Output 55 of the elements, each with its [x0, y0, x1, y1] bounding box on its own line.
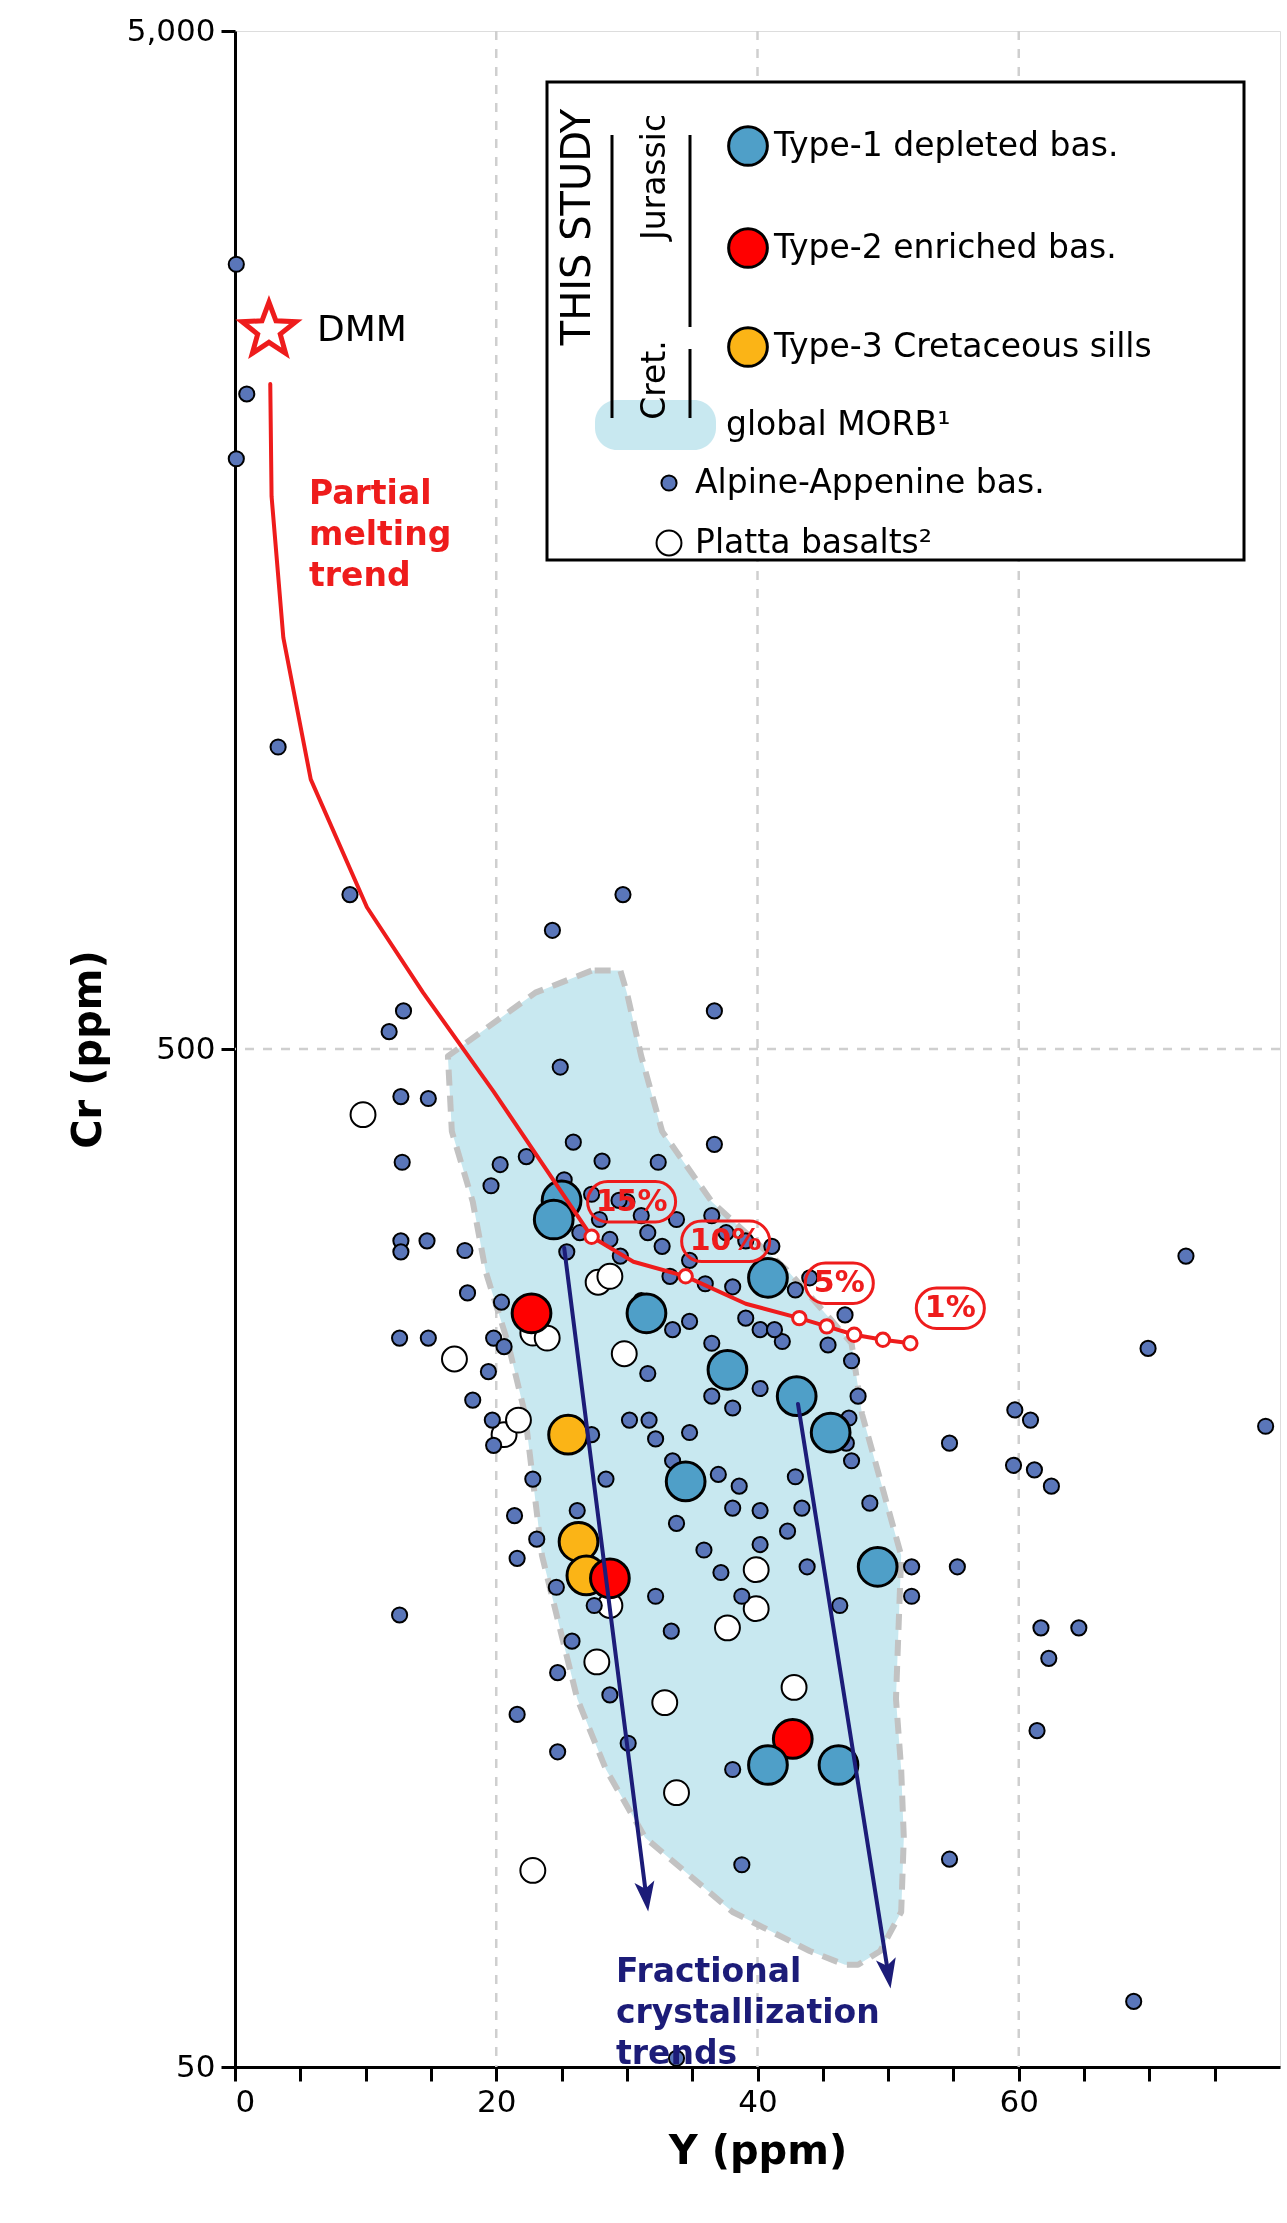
- point: [677, 1268, 694, 1285]
- point: [547, 1413, 589, 1456]
- point: [583, 1648, 611, 1676]
- point: [664, 1460, 707, 1503]
- point: [742, 1595, 770, 1623]
- annotation: Fractional crystallization trends: [616, 1951, 880, 2072]
- point: [651, 1689, 679, 1717]
- point: [809, 1411, 852, 1454]
- point: [780, 1673, 808, 1701]
- point: [706, 1349, 749, 1391]
- point: [747, 1256, 789, 1299]
- point: [596, 1262, 624, 1290]
- legend-label: Type-3 Cretaceous sills: [773, 326, 1152, 365]
- y-tick-label: 5,000: [126, 11, 216, 48]
- point: [610, 1340, 638, 1368]
- point: [791, 1309, 808, 1327]
- point: [532, 1198, 575, 1241]
- point: [505, 1406, 532, 1434]
- legend-label: Type-2 enriched bas.: [773, 227, 1117, 266]
- legend-label: Platta basalts²: [695, 522, 932, 561]
- point: [663, 1779, 690, 1807]
- x-tick-label: 20: [477, 2082, 517, 2119]
- annotation: Partial melting trend: [309, 473, 452, 594]
- y-tick-label: 50: [176, 2047, 216, 2084]
- annotation: 5%: [813, 1264, 865, 1300]
- annotation: Jurassic: [634, 113, 673, 243]
- x-tick-label: 0: [235, 2082, 256, 2119]
- point: [742, 1556, 770, 1584]
- y-axis-title: Cr (ppm): [63, 950, 110, 1149]
- legend-label: global MORB¹: [726, 404, 951, 443]
- point: [714, 1614, 741, 1642]
- annotation: 1%: [924, 1289, 976, 1325]
- x-axis-title: Y (ppm): [667, 2126, 848, 2173]
- point: [510, 1292, 553, 1335]
- point: [817, 1744, 860, 1786]
- annotation: DMM: [316, 308, 407, 350]
- legend-label: Type-1 depleted bas.: [773, 125, 1119, 164]
- legend-label: Alpine-Appenine bas.: [695, 462, 1045, 501]
- point: [775, 1375, 818, 1417]
- y-tick-label: 500: [156, 1029, 216, 1066]
- point: [557, 1521, 600, 1563]
- point: [533, 1324, 561, 1352]
- annotation: Cret.: [634, 340, 673, 420]
- x-tick-label: 40: [738, 2082, 778, 2119]
- point: [845, 1326, 863, 1343]
- point: [771, 1718, 814, 1760]
- point: [583, 1228, 600, 1245]
- x-tick-label: 60: [999, 2082, 1039, 2119]
- legend-title: THIS STUDY: [553, 108, 599, 347]
- point: [625, 1292, 668, 1335]
- point: [902, 1335, 919, 1352]
- point: [856, 1545, 899, 1588]
- point: [747, 1744, 789, 1786]
- point: [874, 1331, 892, 1349]
- point: [818, 1318, 835, 1335]
